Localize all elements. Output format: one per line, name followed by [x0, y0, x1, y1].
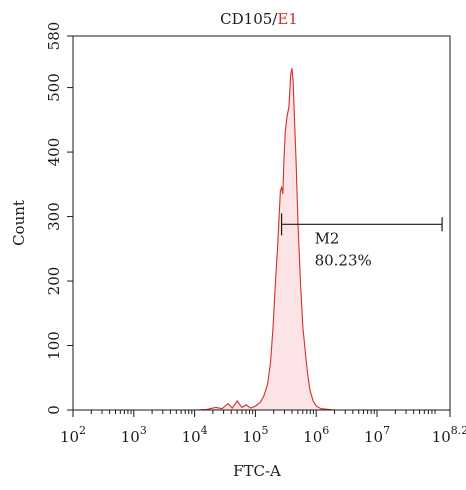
x-tick-label-base: 10: [60, 428, 79, 446]
x-tick-label-exponent: 2: [79, 424, 86, 437]
x-tick-label-exponent: 5: [261, 424, 268, 437]
x-tick-label-base: 10: [432, 428, 451, 446]
x-tick-label-base: 10: [364, 428, 383, 446]
histogram-line: [195, 68, 335, 411]
plot-area: [195, 68, 335, 411]
y-axis-label: Count: [10, 200, 28, 246]
y-tick-label: 300: [45, 202, 63, 231]
gate-marker: M2 80.23%: [280, 213, 443, 269]
x-tick-label-base: 10: [303, 428, 322, 446]
x-tick-label-base: 10: [242, 428, 261, 446]
x-tick-label: 103: [121, 424, 147, 446]
x-tick-label-exponent: 4: [201, 424, 208, 437]
y-tick-label: 0: [45, 405, 63, 415]
chart-title: CD105/E1: [220, 10, 298, 28]
x-tick-label: 104: [182, 424, 208, 446]
x-tick-label-base: 10: [182, 428, 201, 446]
x-tick-label: 108.2: [432, 424, 466, 446]
x-tick-label: 102: [60, 424, 86, 446]
y-tick-label: 200: [45, 267, 63, 296]
gate-name: M2: [315, 229, 340, 247]
histogram-fill: [195, 68, 335, 410]
x-axis-label: FTC-A: [233, 462, 281, 480]
x-tick-label-exponent: 6: [322, 424, 329, 437]
x-tick-label: 106: [303, 424, 329, 446]
gate-percent: 80.23%: [315, 251, 372, 269]
y-axis: 0 100 200 300 400 500 580: [45, 22, 73, 415]
x-tick-label-base: 10: [121, 428, 140, 446]
x-tick-label-exponent: 7: [383, 424, 390, 437]
x-axis: 102 103 104 105 106 107 108.2: [60, 410, 466, 446]
x-tick-label-exponent: 8.2: [451, 424, 466, 437]
chart-title-base: CD105/: [220, 10, 278, 28]
y-tick-label: 500: [45, 73, 63, 102]
plot-frame: [72, 35, 451, 411]
y-tick-label: 400: [45, 138, 63, 167]
y-tick-label: 100: [45, 331, 63, 360]
chart-title-highlight: E1: [277, 10, 298, 28]
y-tick-label: 580: [45, 22, 63, 51]
x-tick-label: 105: [242, 424, 268, 446]
x-tick-label-exponent: 3: [140, 424, 147, 437]
x-tick-label: 107: [364, 424, 390, 446]
